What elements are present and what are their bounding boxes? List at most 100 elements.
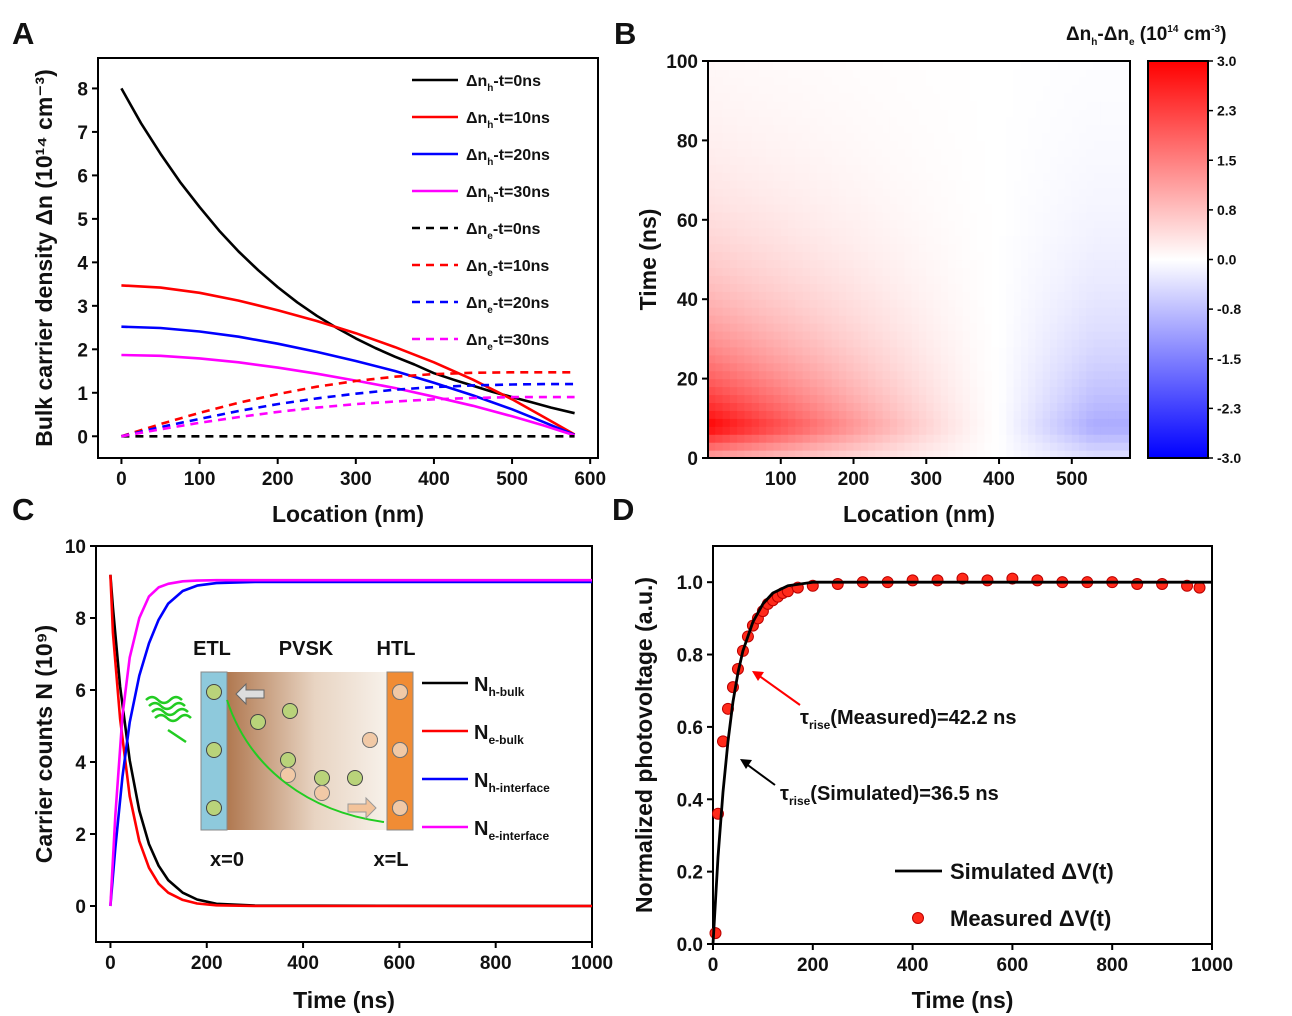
b-heatmap-cell — [984, 180, 993, 189]
b-heatmap-cell — [940, 124, 949, 134]
b-xtick-label: 500 — [1056, 469, 1088, 490]
b-heatmap-cell — [1006, 267, 1015, 276]
b-heatmap-cell — [977, 124, 986, 134]
b-heatmap-cell — [1028, 76, 1037, 86]
b-heatmap-cell — [817, 315, 826, 324]
b-heatmap-cell — [919, 370, 927, 380]
b-heatmap-cell — [1071, 267, 1080, 276]
b-heatmap-cell — [991, 140, 1000, 149]
b-heatmap-cell — [809, 299, 818, 308]
b-heatmap-cell — [984, 251, 993, 261]
b-heatmap-cell — [1020, 442, 1029, 451]
b-heatmap-cell — [846, 307, 855, 316]
b-heatmap-cell — [802, 434, 811, 443]
b-heatmap-cell — [722, 299, 731, 308]
b-heatmap-cell — [999, 299, 1007, 308]
b-heatmap-cell — [1093, 267, 1102, 276]
b-heatmap-cell — [919, 346, 927, 356]
b-heatmap-cell — [1006, 386, 1015, 396]
b-heatmap-cell — [831, 148, 840, 157]
b-heatmap-cell — [1020, 172, 1029, 181]
b-heatmap-cell — [860, 426, 869, 435]
b-heatmap-cell — [1020, 275, 1029, 284]
b-heatmap-cell — [766, 370, 775, 380]
b-heatmap-cell — [911, 61, 920, 70]
b-heatmap-cell — [1064, 291, 1073, 300]
b-heatmap-cell — [729, 291, 738, 300]
b-heatmap-cell — [831, 330, 840, 340]
b-heatmap-cell — [875, 172, 884, 181]
b-heatmap-cell — [715, 418, 724, 427]
b-heatmap-cell — [1013, 84, 1022, 94]
b-heatmap-cell — [737, 418, 745, 427]
b-heatmap-cell — [824, 418, 833, 427]
b-heatmap-cell — [795, 275, 804, 284]
b-heatmap-cell — [758, 211, 767, 221]
b-heatmap-cell — [722, 259, 731, 269]
b-heatmap-cell — [977, 450, 986, 459]
b-heatmap-cell — [1020, 211, 1029, 221]
b-heatmap-cell — [853, 370, 862, 380]
b-heatmap-cell — [955, 92, 964, 102]
b-heatmap-cell — [962, 275, 971, 284]
c-ytick-label: 4 — [75, 753, 86, 774]
b-heatmap-cell — [744, 132, 753, 141]
b-heatmap-cell — [1013, 132, 1022, 141]
b-heatmap-cell — [1057, 180, 1066, 189]
b-heatmap-cell — [1035, 84, 1044, 94]
b-heatmap-cell — [875, 330, 884, 340]
b-heatmap-cell — [889, 323, 898, 332]
b-heatmap-cell — [868, 370, 876, 380]
b-heatmap-cell — [882, 148, 891, 157]
b-heatmap-cell — [773, 148, 782, 157]
b-heatmap-cell — [860, 227, 869, 237]
b-heatmap-cell — [1079, 84, 1087, 94]
b-heatmap-cell — [860, 307, 869, 316]
b-heatmap-cell — [860, 76, 869, 86]
b-heatmap-cell — [1006, 100, 1015, 110]
b-heatmap-cell — [1115, 362, 1124, 372]
b-heatmap-cell — [977, 402, 986, 411]
b-heatmap-cell — [795, 442, 804, 451]
b-heatmap-cell — [846, 386, 855, 396]
b-heatmap-cell — [868, 203, 876, 213]
b-heatmap-cell — [969, 291, 978, 300]
b-heatmap-cell — [773, 116, 782, 126]
b-heatmap-cell — [722, 68, 731, 78]
b-heatmap-cell — [758, 323, 767, 332]
b-heatmap-cell — [1020, 156, 1029, 165]
b-heatmap-cell — [904, 394, 913, 404]
b-heatmap-cell — [875, 442, 884, 451]
b-heatmap-cell — [1071, 450, 1080, 459]
b-heatmap-cell — [897, 418, 906, 427]
b-heatmap-cell — [1064, 330, 1073, 340]
b-heatmap-cell — [751, 362, 760, 372]
b-heatmap-cell — [1100, 450, 1109, 459]
b-heatmap-cell — [868, 76, 876, 86]
b-heatmap-cell — [722, 227, 731, 237]
b-heatmap-cell — [904, 410, 913, 419]
b-heatmap-cell — [1086, 251, 1095, 261]
b-heatmap-cell — [1086, 283, 1095, 292]
b-heatmap-cell — [962, 299, 971, 308]
b-heatmap-cell — [846, 116, 855, 126]
b-heatmap-cell — [751, 251, 760, 261]
b-heatmap-cell — [817, 235, 826, 245]
b-heatmap-cell — [773, 164, 782, 173]
b-heatmap-cell — [933, 275, 942, 284]
c-legend-label-1: Ne-bulk — [474, 722, 524, 747]
b-heatmap-cell — [737, 434, 745, 443]
b-heatmap-cell — [897, 211, 906, 221]
b-heatmap-cell — [999, 283, 1007, 292]
b-heatmap-cell — [1049, 219, 1058, 229]
b-heatmap-cell — [1042, 148, 1051, 157]
b-heatmap-cell — [795, 188, 804, 197]
b-heatmap-cell — [1115, 402, 1124, 411]
b-heatmap-cell — [824, 164, 833, 173]
b-heatmap-cell — [904, 338, 913, 348]
b-heatmap-cell — [1028, 68, 1037, 78]
b-heatmap-cell — [1006, 203, 1015, 213]
b-heatmap-cell — [1100, 164, 1109, 173]
b-heatmap-cell — [926, 315, 935, 324]
b-heatmap-cell — [999, 259, 1007, 269]
